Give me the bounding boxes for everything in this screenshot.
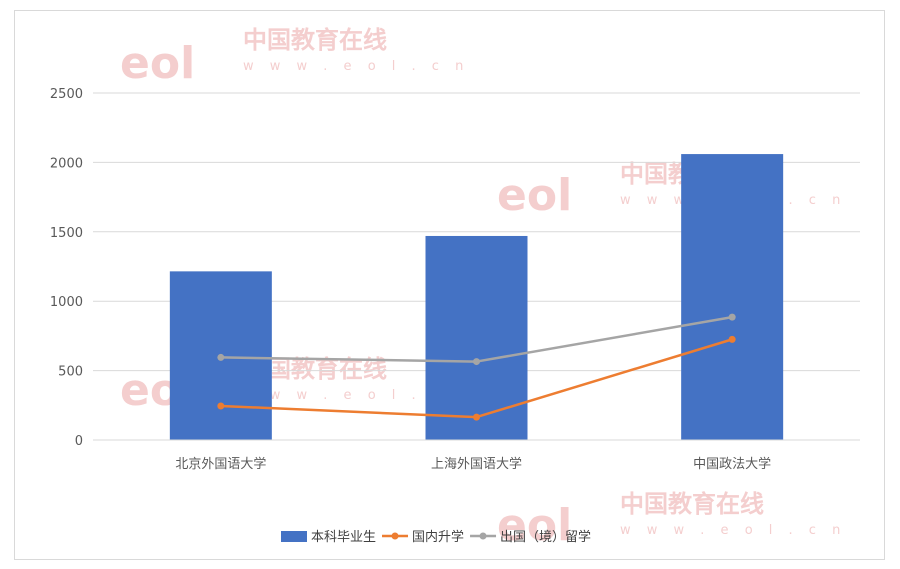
legend-marker: [479, 532, 487, 540]
y-tick-label: 500: [58, 365, 83, 380]
legend: 本科毕业生 国内升学 出国（境）留学: [281, 529, 591, 545]
legend-marker: [391, 532, 399, 540]
y-tick-label: 2000: [50, 156, 83, 171]
y-tick-label: 1000: [50, 295, 83, 310]
x-axis: 北京外国语大学 上海外国语大学 中国政法大学: [93, 439, 860, 472]
legend-swatch: [281, 531, 307, 542]
y-tick-label: 0: [75, 434, 83, 449]
watermark-1: eol 中国教育在线 w w w . e o l . c n: [120, 26, 469, 89]
watermark-2: eol 中国教育在线 w w w . e o l . c n: [497, 160, 840, 221]
bar: [425, 235, 528, 440]
bar-series: [169, 154, 784, 440]
data-point: [473, 358, 480, 366]
legend-item: 本科毕业生: [281, 530, 376, 545]
y-tick-label: 1500: [50, 226, 83, 241]
legend-label: 本科毕业生: [311, 530, 376, 545]
line-series: [217, 313, 736, 421]
watermark-logo: eol: [120, 38, 195, 89]
legend-item: 出国（境）留学: [470, 529, 591, 545]
y-tick-label: 2500: [50, 87, 83, 102]
watermark-url: w w w . e o l . c n: [243, 388, 469, 403]
watermark-name: 中国教育在线: [620, 490, 764, 518]
legend-item: 国内升学: [382, 529, 464, 545]
data-point: [217, 402, 225, 410]
y-axis: 0 500 1000 1500 2000 2500: [50, 87, 83, 449]
watermark-url: w w w . e o l . c n: [620, 523, 846, 538]
watermark-4: eol 中国教育在线 w w w . e o l . c n: [497, 490, 846, 551]
x-tick-label: 北京外国语大学: [175, 456, 266, 472]
data-point: [473, 413, 480, 421]
data-point: [728, 313, 736, 321]
data-point: [217, 353, 225, 361]
watermark-logo: eol: [497, 170, 572, 221]
watermark-name: 中国教育在线: [243, 26, 387, 54]
legend-label: 出国（境）留学: [500, 529, 591, 545]
x-tick-label: 上海外国语大学: [431, 456, 522, 472]
data-point: [728, 335, 736, 343]
watermark-logo: eol: [497, 500, 572, 551]
x-tick-label: 中国政法大学: [693, 456, 771, 472]
legend-label: 国内升学: [412, 529, 464, 545]
bar: [681, 154, 784, 440]
watermark-url: w w w . e o l . c n: [243, 59, 469, 74]
